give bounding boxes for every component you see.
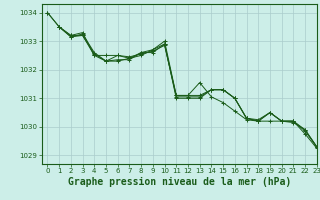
X-axis label: Graphe pression niveau de la mer (hPa): Graphe pression niveau de la mer (hPa): [68, 177, 291, 187]
